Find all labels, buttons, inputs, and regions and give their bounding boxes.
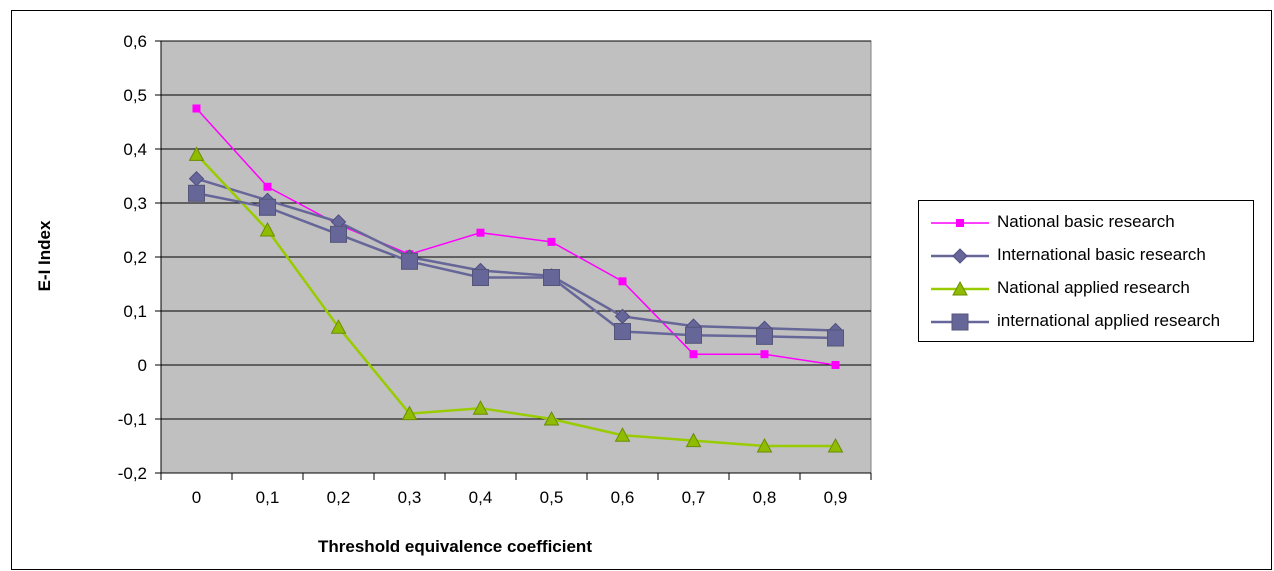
x-tick-label: 0,6 [611, 488, 635, 507]
data-point [756, 437, 773, 453]
data-point [330, 225, 347, 243]
data-point [476, 228, 485, 237]
series-line [196, 192, 836, 340]
data-point [259, 221, 276, 237]
data-point [472, 400, 489, 415]
y-tick-label: 0,5 [123, 86, 147, 105]
x-tick-label: 0,2 [327, 488, 351, 507]
legend-item: National basic research [919, 208, 1253, 238]
data-point [827, 329, 844, 347]
data-point [188, 184, 205, 202]
data-point [618, 277, 627, 286]
x-tick-label: 0,1 [256, 488, 280, 507]
y-tick-labels: -0,2 -0,1 0 0,1 0,2 0,3 0,4 0,5 0,6 [118, 32, 147, 483]
series-line [195, 153, 836, 448]
legend-item: international applied research [919, 307, 1253, 337]
y-tick-label: 0,1 [123, 302, 147, 321]
data-point [401, 405, 418, 421]
x-tick-label: 0,8 [753, 488, 777, 507]
legend-item: National applied research [919, 274, 1253, 304]
legend-swatch [931, 313, 989, 331]
legend-swatch [931, 280, 989, 296]
series-line [195, 107, 836, 366]
data-point [192, 104, 201, 113]
legend-swatch-marker [952, 248, 968, 264]
y-tick-label: 0,6 [123, 32, 147, 51]
legend-swatch-marker [952, 280, 968, 296]
y-tick-label: -0,2 [118, 464, 147, 483]
legend-swatch [931, 248, 989, 264]
y-tick-label: -0,1 [118, 410, 147, 429]
data-point [543, 269, 560, 287]
legend-label: international applied research [997, 311, 1221, 330]
data-point [401, 252, 418, 270]
series-international-applied-research [188, 184, 844, 347]
y-tick-label: 0,2 [123, 248, 147, 267]
x-tick-label: 0,7 [682, 488, 706, 507]
data-point [543, 410, 560, 426]
legend-label: National basic research [997, 212, 1175, 231]
data-point [689, 350, 698, 359]
x-tick-label: 0,5 [540, 488, 564, 507]
y-tick-label: 0,4 [123, 140, 147, 159]
series-line [196, 177, 836, 332]
x-tick-label: 0,4 [469, 488, 493, 507]
data-point [614, 323, 631, 341]
data-point [547, 237, 556, 246]
x-axis-title: Threshold equivalence coefficient [318, 537, 592, 556]
data-point [831, 361, 840, 369]
legend: National basic research International bas… [918, 200, 1254, 342]
data-point [756, 327, 773, 345]
legend-label: International basic research [997, 245, 1206, 264]
data-point [614, 427, 631, 442]
legend-label: National applied research [997, 278, 1190, 297]
data-point [760, 350, 769, 359]
legend-swatch-marker [951, 313, 969, 331]
x-tick-label: 0 [192, 488, 201, 507]
x-tick-labels: 0 0,1 0,2 0,3 0,4 0,5 0,6 0,7 0,8 0,9 [192, 488, 848, 507]
axes [155, 40, 872, 480]
x-tick-label: 0,9 [824, 488, 848, 507]
data-point [827, 437, 844, 453]
legend-item: International basic research [919, 241, 1253, 271]
legend-swatch-marker [956, 219, 964, 227]
data-point [263, 182, 272, 191]
data-point [188, 146, 205, 161]
series-national-applied-research [188, 146, 844, 453]
y-tick-label: 0,3 [123, 194, 147, 213]
data-point [259, 198, 276, 216]
data-point [330, 319, 347, 334]
series-layer [188, 104, 844, 453]
legend-swatch [931, 219, 989, 227]
y-axis-title: E-I Index [35, 220, 54, 291]
x-tick-label: 0,3 [398, 488, 422, 507]
data-point [472, 269, 489, 287]
y-tick-label: 0 [138, 356, 147, 375]
data-point [685, 432, 702, 448]
data-point [685, 326, 702, 344]
